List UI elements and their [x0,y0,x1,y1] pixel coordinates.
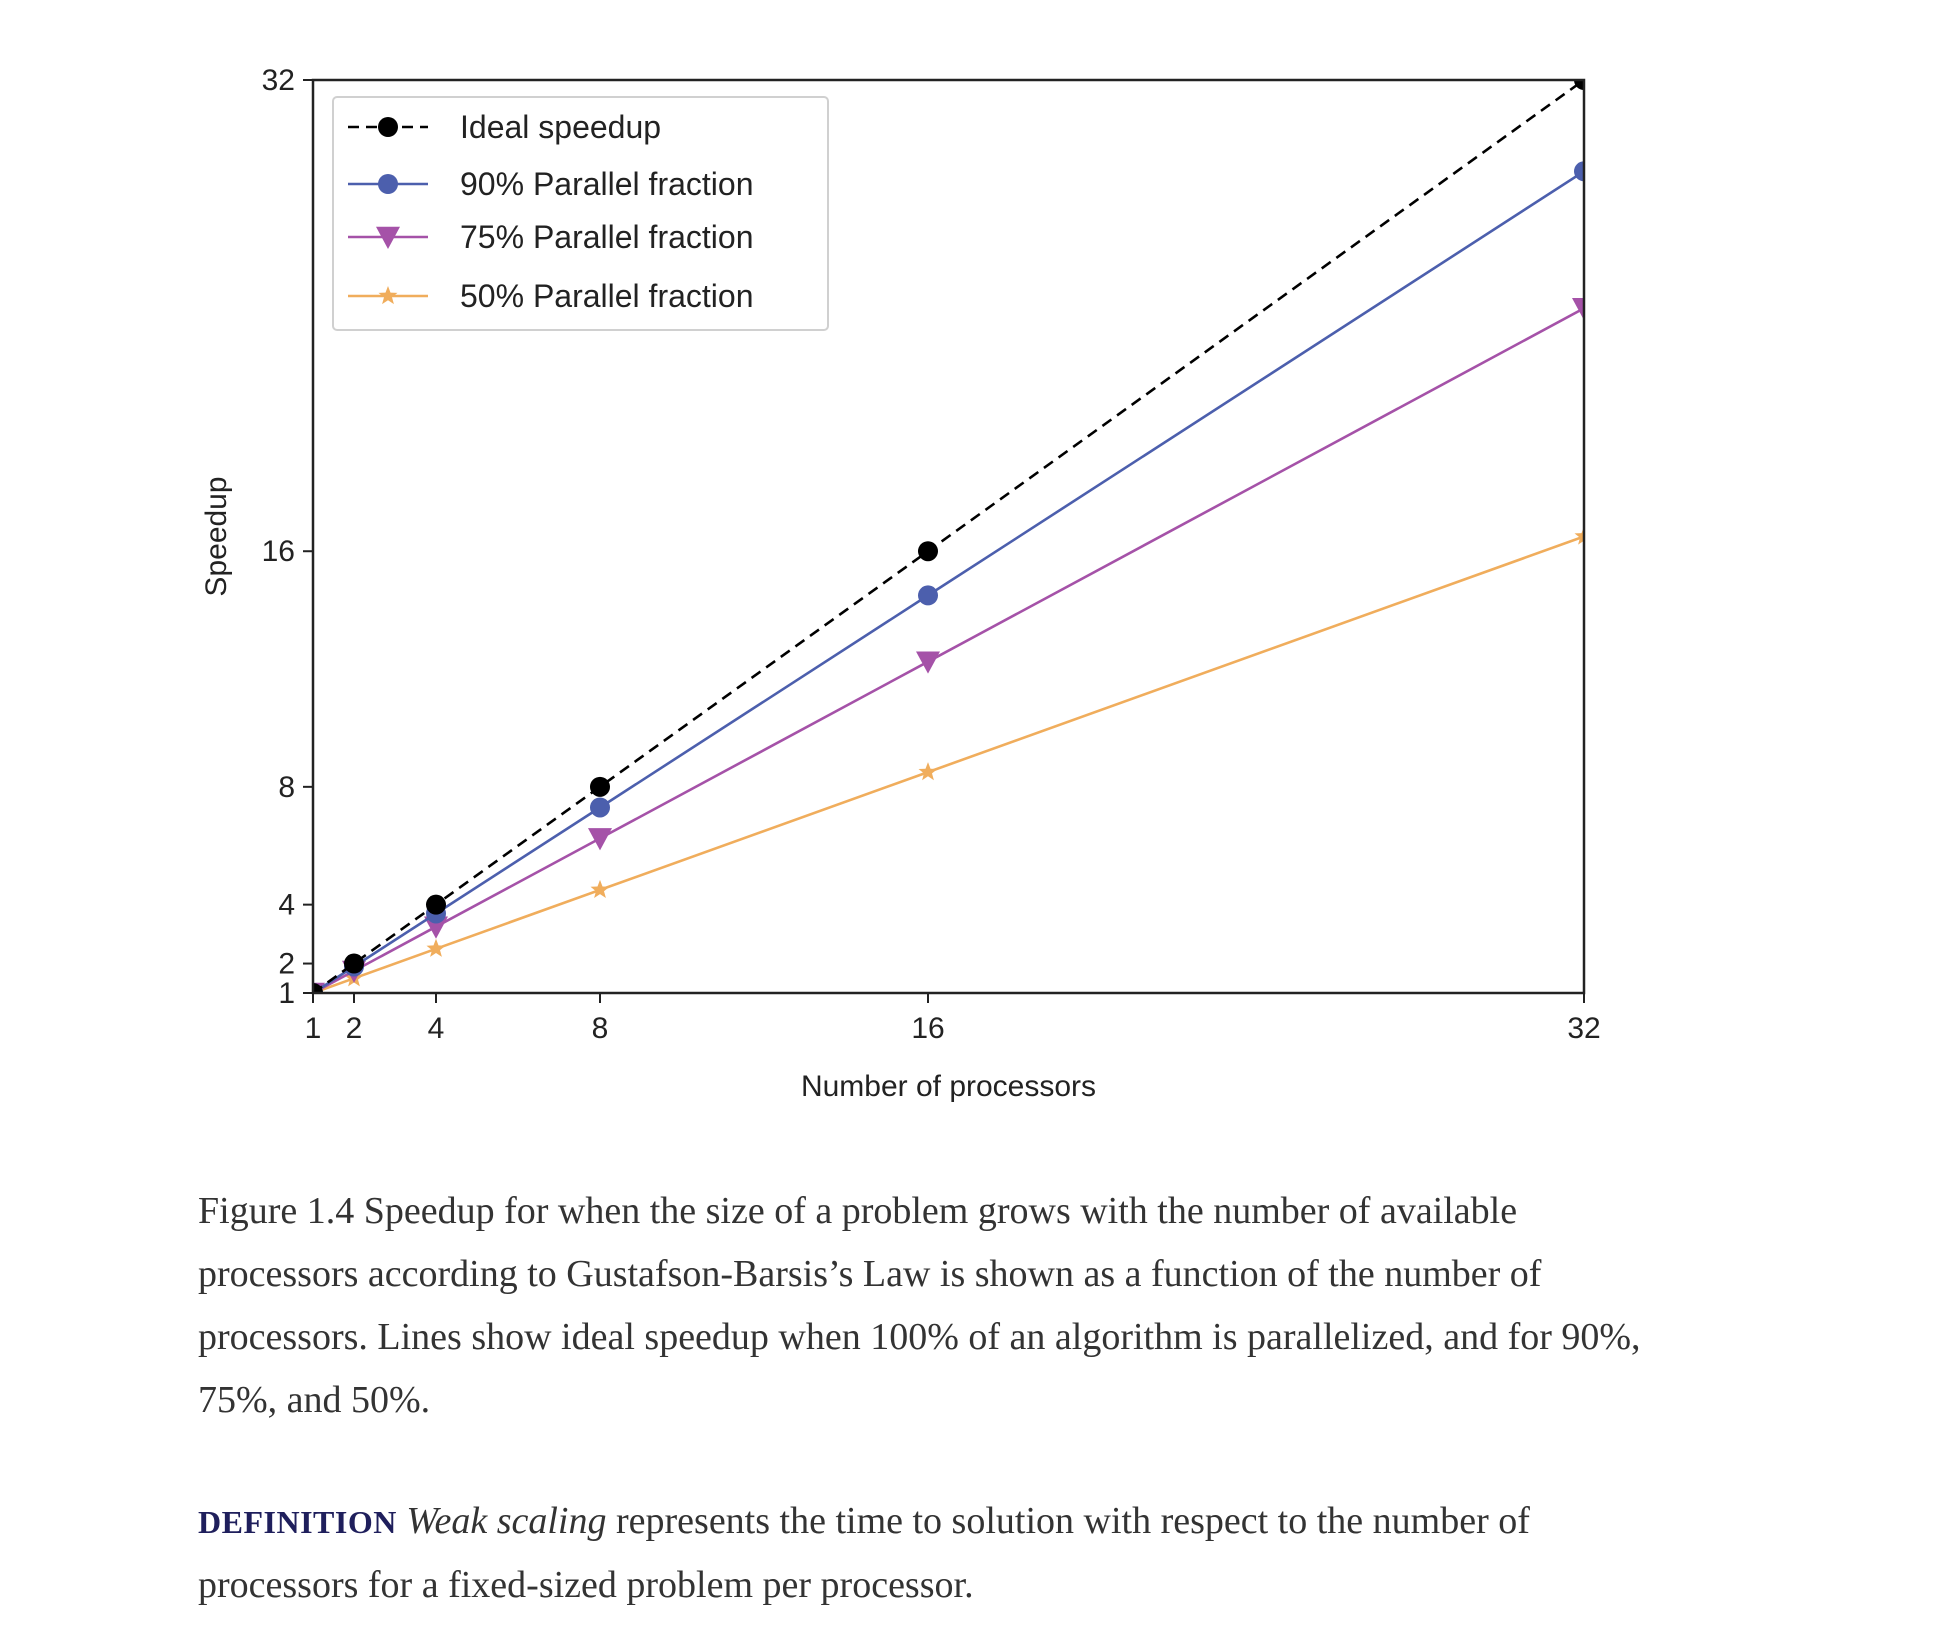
data-point-1-5 [918,541,938,562]
legend-marker-1 [378,117,398,137]
definition-paragraph: DEFINITION Weak scaling represents the t… [198,1490,1658,1617]
y-tick-label-2: 2 [278,948,295,981]
definition-text: represents the time to solution with res… [198,1500,1530,1606]
data-point-1-4 [590,776,610,797]
data-point-2-5 [918,585,938,606]
y-tick-label-5: 16 [262,535,295,568]
data-point-1-3 [426,894,446,915]
plot-area [313,80,1584,993]
legend-item-3: 75% Parallel fraction [348,219,753,255]
series-line-3 [313,307,1584,993]
y-tick-label-1: 1 [278,977,295,1010]
x-axis-title: Number of processors [801,1070,1096,1103]
legend: Ideal speedup 90% Parallel fraction 75% Pa… [332,96,829,331]
y-tick-label-3: 4 [278,889,295,922]
series-line-4 [313,535,1584,993]
series-3 [313,298,1584,993]
legend-box [332,96,829,331]
data-point-3-4 [588,828,612,851]
data-point-4-5 [918,762,938,781]
data-point-3-6 [1572,298,1584,321]
x-tick-label-3: 4 [428,1012,445,1045]
series-1 [313,80,1584,993]
y-axis-title: Speedup [200,476,233,596]
data-point-1-1 [313,983,323,993]
figure-caption: Figure 1.4 Speedup for when the size of … [198,1190,1641,1421]
legend-marker-2 [378,174,398,194]
x-tick-label-1: 1 [305,1012,322,1045]
data-point-3-5 [916,651,940,674]
legend-item-1: Ideal speedup [348,109,661,145]
definition-label: DEFINITION [198,1504,397,1540]
legend-item-4: 50% Parallel fraction [348,278,753,314]
data-point-1-6 [1574,80,1584,90]
data-point-1-2 [344,953,364,974]
data-point-4-3 [426,938,446,957]
x-tick-label-4: 8 [592,1012,609,1045]
legend-label-3: 75% Parallel fraction [460,219,753,255]
x-tick-label-2: 2 [346,1012,363,1045]
series-4 [313,526,1584,993]
plot-frame [311,78,1586,995]
y-tick-label-4: 8 [278,771,295,804]
legend-item-2: 90% Parallel fraction [348,166,753,202]
data-point-3-3 [424,916,448,939]
legend-label-4: 50% Parallel fraction [460,278,753,314]
data-point-4-4 [590,879,610,898]
legend-marker-3 [376,226,400,249]
x-tick-label-5: 16 [911,1012,944,1045]
data-point-4-6 [1574,526,1584,545]
legend-marker-4 [378,286,398,305]
legend-label-2: 90% Parallel fraction [460,166,753,202]
x-tick-label-6: 32 [1567,1012,1600,1045]
y-tick-label-6: 32 [262,64,295,97]
data-point-2-4 [590,797,610,818]
definition-term: Weak scaling [406,1500,607,1542]
data-point-2-6 [1574,161,1584,182]
legend-label-1: Ideal speedup [460,109,661,145]
